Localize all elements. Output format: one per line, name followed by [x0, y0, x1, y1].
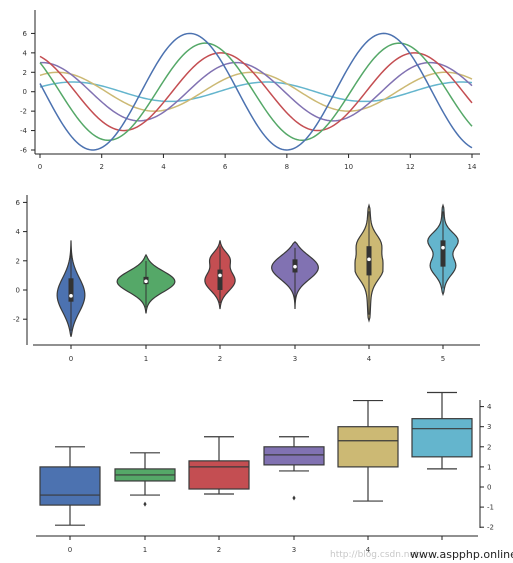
box-xtick-label: 1: [143, 546, 147, 554]
sine-xtick-label: 12: [406, 163, 415, 171]
violin-median-2: [218, 273, 222, 278]
violin-ytick-label: 0: [16, 287, 20, 295]
box-outlier-3: [292, 495, 296, 501]
sine-ytick-label: -6: [20, 147, 28, 155]
violin-panel: 0 1 2 3 4 5 -2 0 2 4 6: [13, 195, 480, 363]
violin-median-3: [293, 264, 297, 269]
boxes: [39, 391, 473, 526]
sine-ticks: 0 2 4 6 8 10 12 14 -6 -4 -2 0 2 4 6: [20, 30, 477, 171]
violin-xtick-label: 0: [69, 355, 73, 363]
sine-xtick-label: 10: [344, 163, 353, 171]
violin-ytick-label: 2: [16, 257, 20, 265]
violin-iqr-2: [217, 269, 223, 290]
watermark-site: www.aspphp.online: [410, 548, 513, 561]
box-xtick-label: 2: [217, 546, 221, 554]
sine-lines: [39, 32, 473, 151]
box-body-2: [188, 460, 250, 490]
sine-series-2: [39, 61, 473, 122]
sine-xtick-label: 2: [99, 163, 103, 171]
sine-ytick-label: -2: [20, 108, 27, 116]
violin-ytick-label: -2: [13, 316, 20, 324]
violin-xtick-label: 3: [293, 355, 297, 363]
sine-xtick-label: 6: [223, 163, 228, 171]
box-ytick-label: -1: [487, 504, 494, 512]
sine-ytick-label: -4: [20, 127, 28, 135]
violin-xtick-label: 2: [218, 355, 222, 363]
violin-xtick-label: 1: [144, 355, 148, 363]
sine-series-3: [39, 52, 473, 132]
box-body-4: [337, 426, 399, 468]
sine-ytick-label: 6: [23, 30, 28, 38]
box-xtick-label: 0: [68, 546, 72, 554]
violin-xtick-label: 5: [441, 355, 445, 363]
watermark-bg: [406, 545, 513, 563]
sine-series-1: [39, 71, 473, 112]
box-ytick-label: 2: [487, 443, 491, 451]
violin-ytick-label: 6: [16, 199, 21, 207]
box-xtick-label: 3: [292, 546, 296, 554]
box-ytick-label: 1: [487, 463, 491, 471]
violin-median-1: [144, 279, 148, 284]
box-ytick-label: 0: [487, 484, 491, 492]
box-outlier-1: [143, 501, 147, 507]
box-xtick-label: 4: [366, 546, 371, 554]
box-ytick-label: 4: [487, 403, 492, 411]
box-ytick-label: 3: [487, 423, 491, 431]
violin-xtick-label: 4: [367, 355, 372, 363]
box-body-5: [411, 418, 473, 458]
violin-ytick-label: 4: [16, 228, 21, 236]
sine-xtick-label: 8: [285, 163, 289, 171]
violins: [56, 203, 459, 337]
violin-iqr-0: [68, 278, 74, 302]
violin-median-0: [69, 294, 73, 298]
sine-series-5: [39, 32, 473, 151]
violin-ticks: 0 1 2 3 4 5 -2 0 2 4 6: [13, 199, 445, 363]
violin-median-5: [441, 245, 445, 250]
watermark-faint: http://blog.csdn.net/...: [330, 550, 430, 560]
box-ytick-label: -2: [487, 524, 494, 532]
sine-xtick-label: 4: [161, 163, 166, 171]
box-body-3: [263, 446, 325, 466]
sine-xtick-label: 0: [38, 163, 42, 171]
sine-ytick-label: 2: [23, 69, 27, 77]
violin-median-4: [367, 257, 371, 262]
box-body-0: [39, 466, 101, 506]
sine-series-0: [39, 81, 473, 103]
sine-xtick-label: 14: [468, 163, 477, 171]
sine-ytick-label: 4: [23, 49, 28, 57]
sine-ytick-label: 0: [23, 88, 27, 96]
sine-waves-panel: 0 2 4 6 8 10 12 14 -6 -4 -2 0 2 4 6: [20, 10, 480, 171]
violin-iqr-5: [440, 240, 446, 267]
